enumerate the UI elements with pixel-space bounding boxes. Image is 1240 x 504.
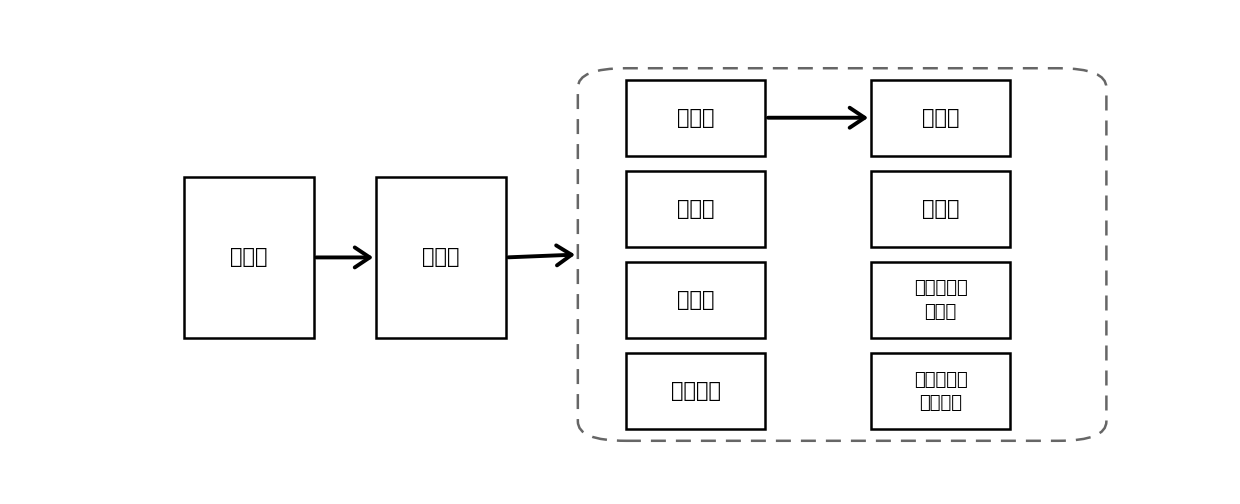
FancyBboxPatch shape — [870, 353, 1011, 429]
FancyBboxPatch shape — [870, 80, 1011, 156]
Text: 仪控设备: 仪控设备 — [671, 382, 720, 401]
FancyBboxPatch shape — [626, 171, 765, 247]
Text: 离心泵: 离心泵 — [677, 290, 714, 310]
Text: 调压器: 调压器 — [677, 108, 714, 128]
FancyBboxPatch shape — [184, 177, 314, 338]
FancyBboxPatch shape — [626, 353, 765, 429]
FancyBboxPatch shape — [626, 80, 765, 156]
Text: 熔盐炉: 熔盐炉 — [677, 199, 714, 219]
FancyBboxPatch shape — [870, 171, 1011, 247]
Text: 配电柜: 配电柜 — [229, 247, 268, 268]
Text: 数据测量与
采集设备: 数据测量与 采集设备 — [914, 370, 967, 412]
Text: 输电线: 输电线 — [422, 247, 460, 268]
Text: 管道预热电
加热丝: 管道预热电 加热丝 — [914, 279, 967, 321]
Text: 熔盐泵: 熔盐泵 — [921, 199, 960, 219]
FancyBboxPatch shape — [626, 262, 765, 338]
FancyBboxPatch shape — [376, 177, 506, 338]
Text: 加热棒: 加热棒 — [921, 108, 960, 128]
FancyBboxPatch shape — [870, 262, 1011, 338]
